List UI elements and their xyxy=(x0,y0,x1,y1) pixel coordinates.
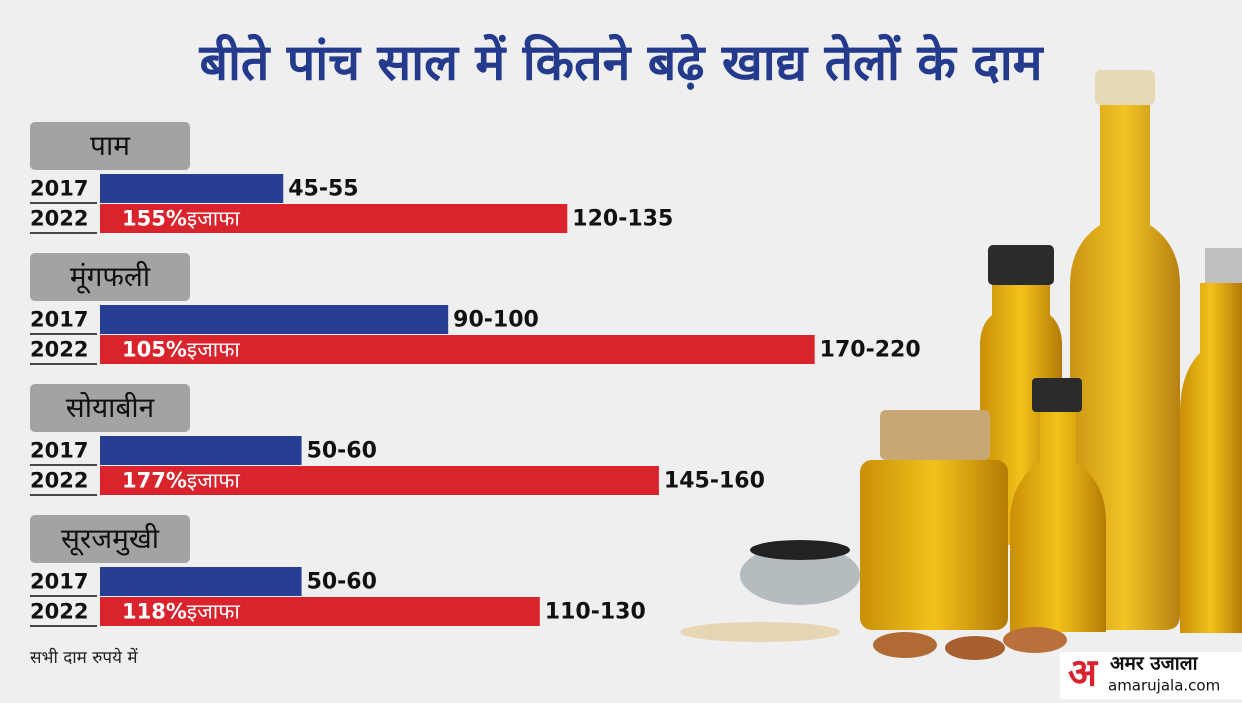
year-label: 2022 xyxy=(30,207,88,231)
increase-text: इजाफा xyxy=(187,338,241,362)
year-label: 2017 xyxy=(30,308,88,332)
chart-title: बीते पांच साल में कितने बढ़े खाद्य तेलों… xyxy=(198,34,1044,92)
bar xyxy=(100,335,815,364)
value-label: 50-60 xyxy=(307,570,377,595)
value-label: 120-135 xyxy=(572,207,673,232)
year-label: 2022 xyxy=(30,469,88,493)
category-box xyxy=(30,384,190,432)
category-label: मूंगफली xyxy=(70,260,151,294)
increase-percent: 118% xyxy=(122,600,187,624)
value-label: 90-100 xyxy=(453,308,539,333)
increase-label: 105%इजाफा xyxy=(122,338,240,362)
increase-text: इजाफा xyxy=(187,600,241,624)
category-label: पाम xyxy=(90,129,131,162)
bottles-illustration xyxy=(680,70,1242,660)
increase-label: 177%इजाफा xyxy=(122,469,240,493)
bar xyxy=(100,436,302,465)
category-box xyxy=(30,122,190,170)
bar xyxy=(100,597,540,626)
bar xyxy=(100,567,302,596)
year-label: 2017 xyxy=(30,439,88,463)
logo: अ अमर उजाला amarujala.com xyxy=(1060,651,1242,699)
note: सभी दाम रुपये में xyxy=(30,647,138,668)
increase-percent: 177% xyxy=(122,469,187,493)
logo-site: amarujala.com xyxy=(1108,677,1220,695)
category-box xyxy=(30,253,190,301)
increase-text: इजाफा xyxy=(187,207,241,231)
bar xyxy=(100,174,284,203)
year-label: 2022 xyxy=(30,338,88,362)
logo-mark: अ xyxy=(1068,651,1099,695)
category-label: सोयाबीन xyxy=(66,391,155,424)
value-label: 45-55 xyxy=(288,177,358,202)
value-label: 145-160 xyxy=(664,469,765,494)
logo-background xyxy=(1060,652,1242,699)
value-label: 110-130 xyxy=(545,600,646,625)
increase-percent: 155% xyxy=(122,207,187,231)
year-label: 2017 xyxy=(30,177,88,201)
bar xyxy=(100,204,568,233)
value-label: 170-220 xyxy=(820,338,921,363)
increase-percent: 105% xyxy=(122,338,187,362)
bar xyxy=(100,305,449,334)
logo-name: अमर उजाला xyxy=(1110,653,1199,675)
bar xyxy=(100,466,659,495)
category-box xyxy=(30,515,190,563)
category-label: सूरजमुखी xyxy=(61,522,160,556)
year-label: 2022 xyxy=(30,600,88,624)
increase-text: इजाफा xyxy=(187,469,241,493)
value-label: 50-60 xyxy=(307,439,377,464)
increase-label: 155%इजाफा xyxy=(122,207,240,231)
increase-label: 118%इजाफा xyxy=(122,600,240,624)
year-label: 2017 xyxy=(30,570,88,594)
